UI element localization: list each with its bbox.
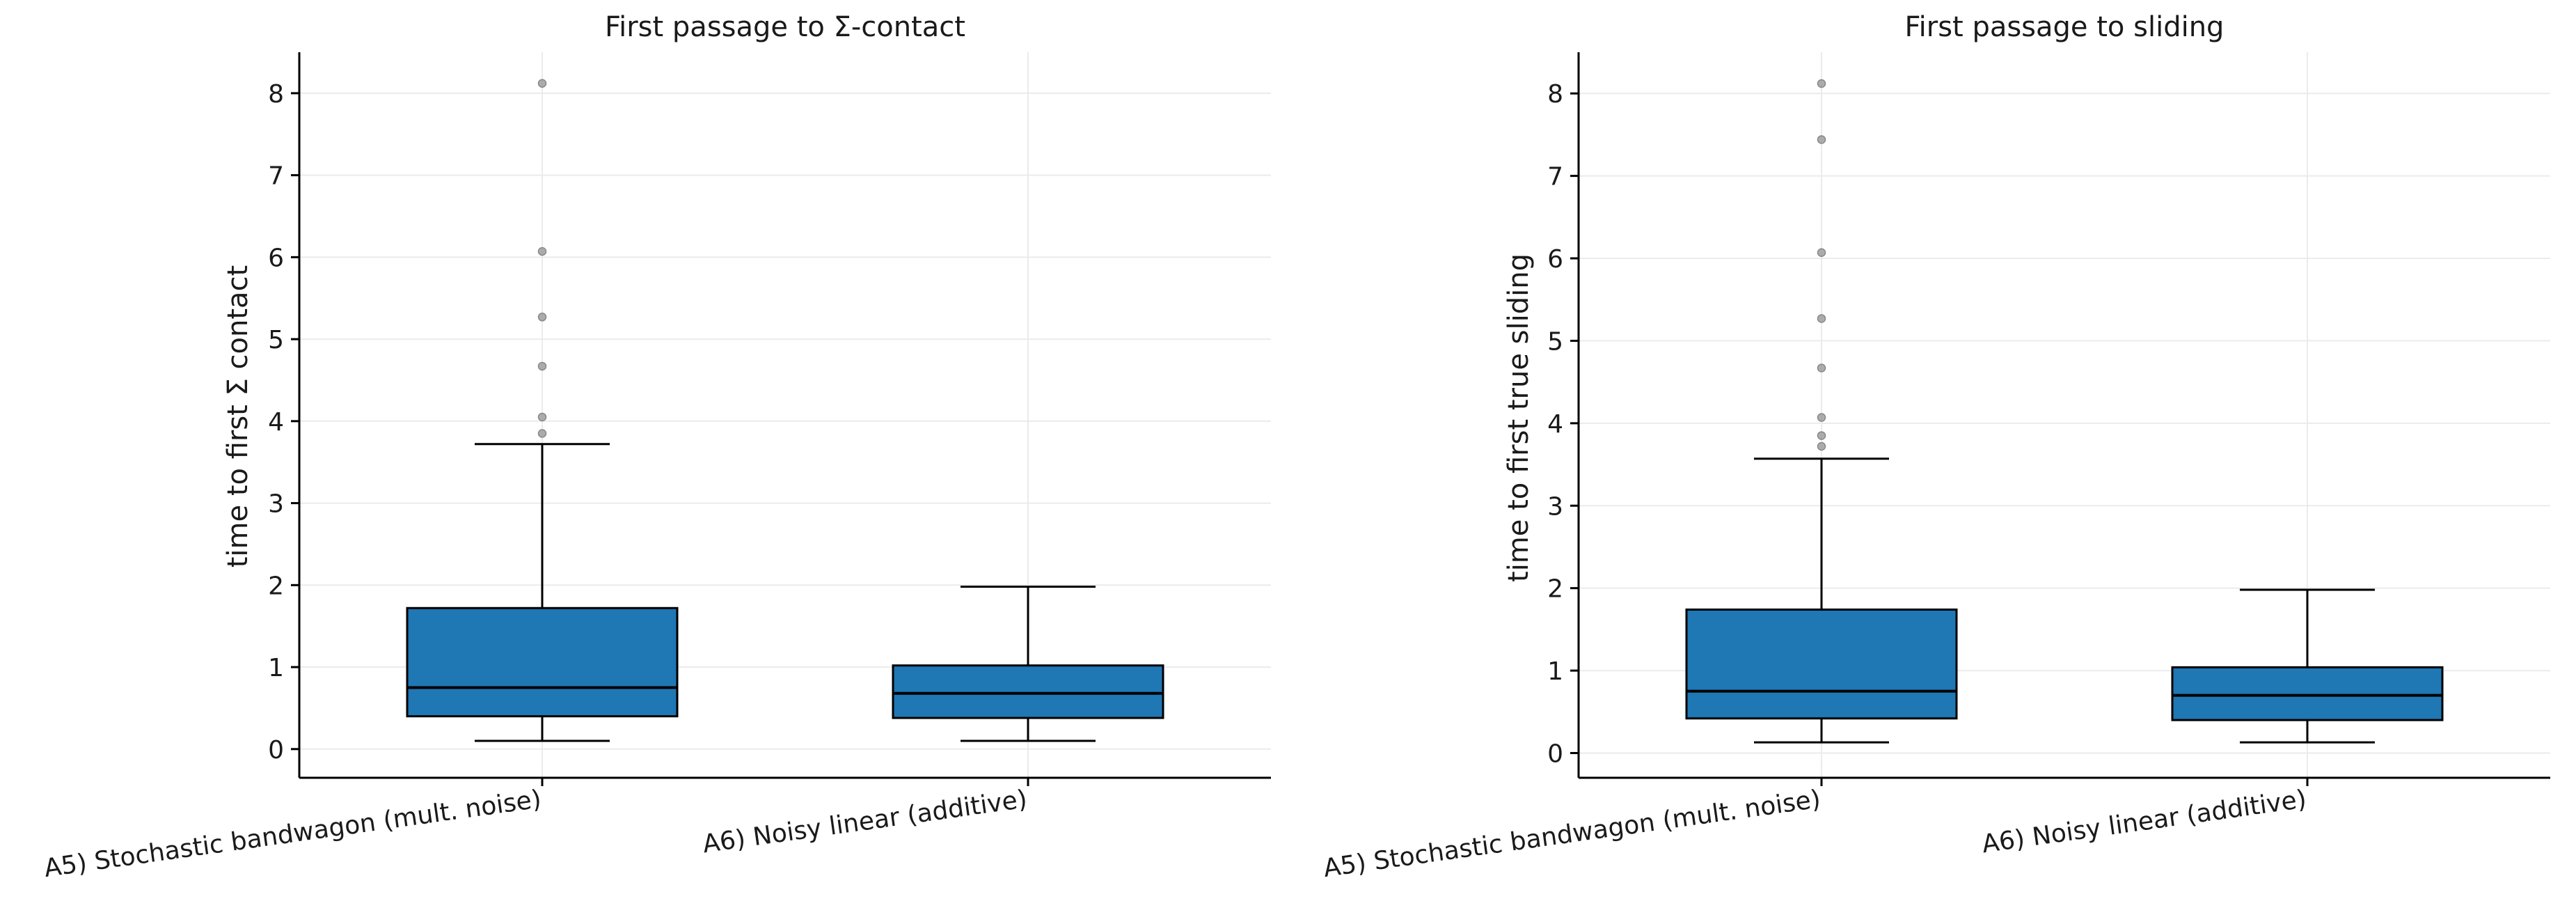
- y-tick-label: 0: [1547, 739, 1563, 768]
- y-tick-label: 4: [1547, 410, 1563, 439]
- outlier-point: [537, 412, 547, 422]
- y-tick-label: 3: [268, 490, 284, 519]
- y-axis-label: time to first true sliding: [1503, 253, 1535, 582]
- x-tick-label: A6) Noisy linear (additive): [701, 785, 1029, 859]
- box-group: [1685, 79, 1958, 744]
- left-panel: 0 1 2 3 4 5 6 7 8 A5) Stochastic bandwagon (mult.…: [42, 11, 1271, 883]
- y-tick-label: 1: [1547, 657, 1563, 686]
- y-tick-label: 5: [268, 326, 284, 354]
- y-tick-label: 0: [268, 736, 284, 765]
- box-group: [2171, 588, 2444, 744]
- right-panel: 0 1 2 3 4 5 6 7 8 A5) Stochastic bandwagon (mult.…: [1322, 11, 2550, 883]
- x-tick-label: A5) Stochastic bandwagon (mult. noise): [42, 785, 543, 883]
- y-tick-label: 8: [1547, 80, 1563, 109]
- outlier-point: [1817, 79, 1826, 88]
- y-tick-label: 1: [268, 654, 284, 682]
- y-tick-label: 3: [1547, 492, 1563, 521]
- iqr-box: [892, 664, 1164, 719]
- outlier-point: [537, 361, 547, 371]
- y-axis-label: time to first Σ contact: [222, 265, 254, 568]
- outlier-point: [1817, 248, 1826, 257]
- y-tick-label: 2: [268, 572, 284, 600]
- outlier-point: [1817, 431, 1826, 440]
- box-group: [892, 586, 1164, 742]
- outlier-point: [537, 313, 547, 322]
- x-tick-label: A5) Stochastic bandwagon (mult. noise): [1322, 785, 1822, 883]
- outlier-point: [1817, 314, 1826, 323]
- x-tick-label: A6) Noisy linear (additive): [1980, 785, 2308, 859]
- outlier-point: [537, 429, 547, 438]
- y-tick-label: 4: [268, 408, 284, 437]
- outlier-point: [1817, 363, 1826, 373]
- iqr-box: [1685, 608, 1958, 720]
- outlier-point: [1817, 135, 1826, 144]
- chart-title: First passage to Σ-contact: [605, 11, 965, 43]
- iqr-box: [406, 606, 679, 718]
- y-tick-label: 6: [1547, 245, 1563, 274]
- outlier-point: [537, 246, 547, 256]
- outlier-point: [537, 79, 547, 88]
- y-tick-label: 7: [268, 162, 284, 191]
- y-tick-label: 8: [268, 80, 284, 109]
- outlier-point: [1817, 441, 1826, 451]
- outlier-point: [1817, 413, 1826, 422]
- y-tick-label: 2: [1547, 575, 1563, 604]
- y-tick-label: 7: [1547, 163, 1563, 191]
- y-tick-label: 5: [1547, 327, 1563, 356]
- box-group: [406, 79, 679, 742]
- iqr-box: [2171, 666, 2444, 721]
- chart-title: First passage to sliding: [1905, 11, 2225, 43]
- y-tick-label: 6: [268, 244, 284, 272]
